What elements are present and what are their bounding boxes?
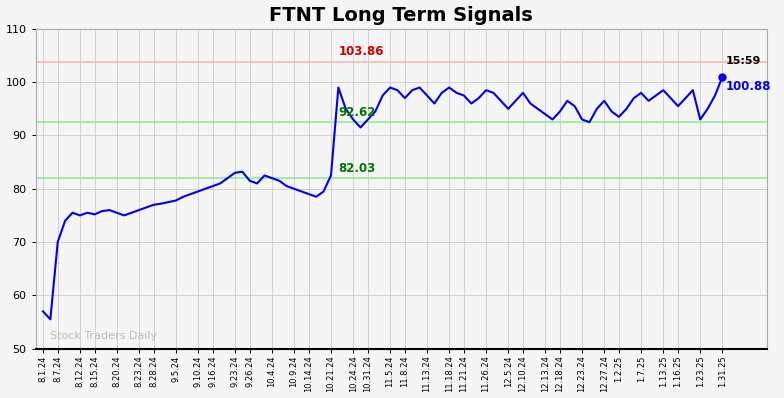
- Text: 103.86: 103.86: [339, 45, 384, 58]
- Text: 15:59: 15:59: [726, 56, 761, 66]
- Text: 92.62: 92.62: [339, 106, 376, 119]
- Text: 100.88: 100.88: [726, 80, 771, 92]
- Text: 82.03: 82.03: [339, 162, 376, 175]
- Title: FTNT Long Term Signals: FTNT Long Term Signals: [269, 6, 533, 25]
- Text: Stock Traders Daily: Stock Traders Daily: [50, 331, 158, 341]
